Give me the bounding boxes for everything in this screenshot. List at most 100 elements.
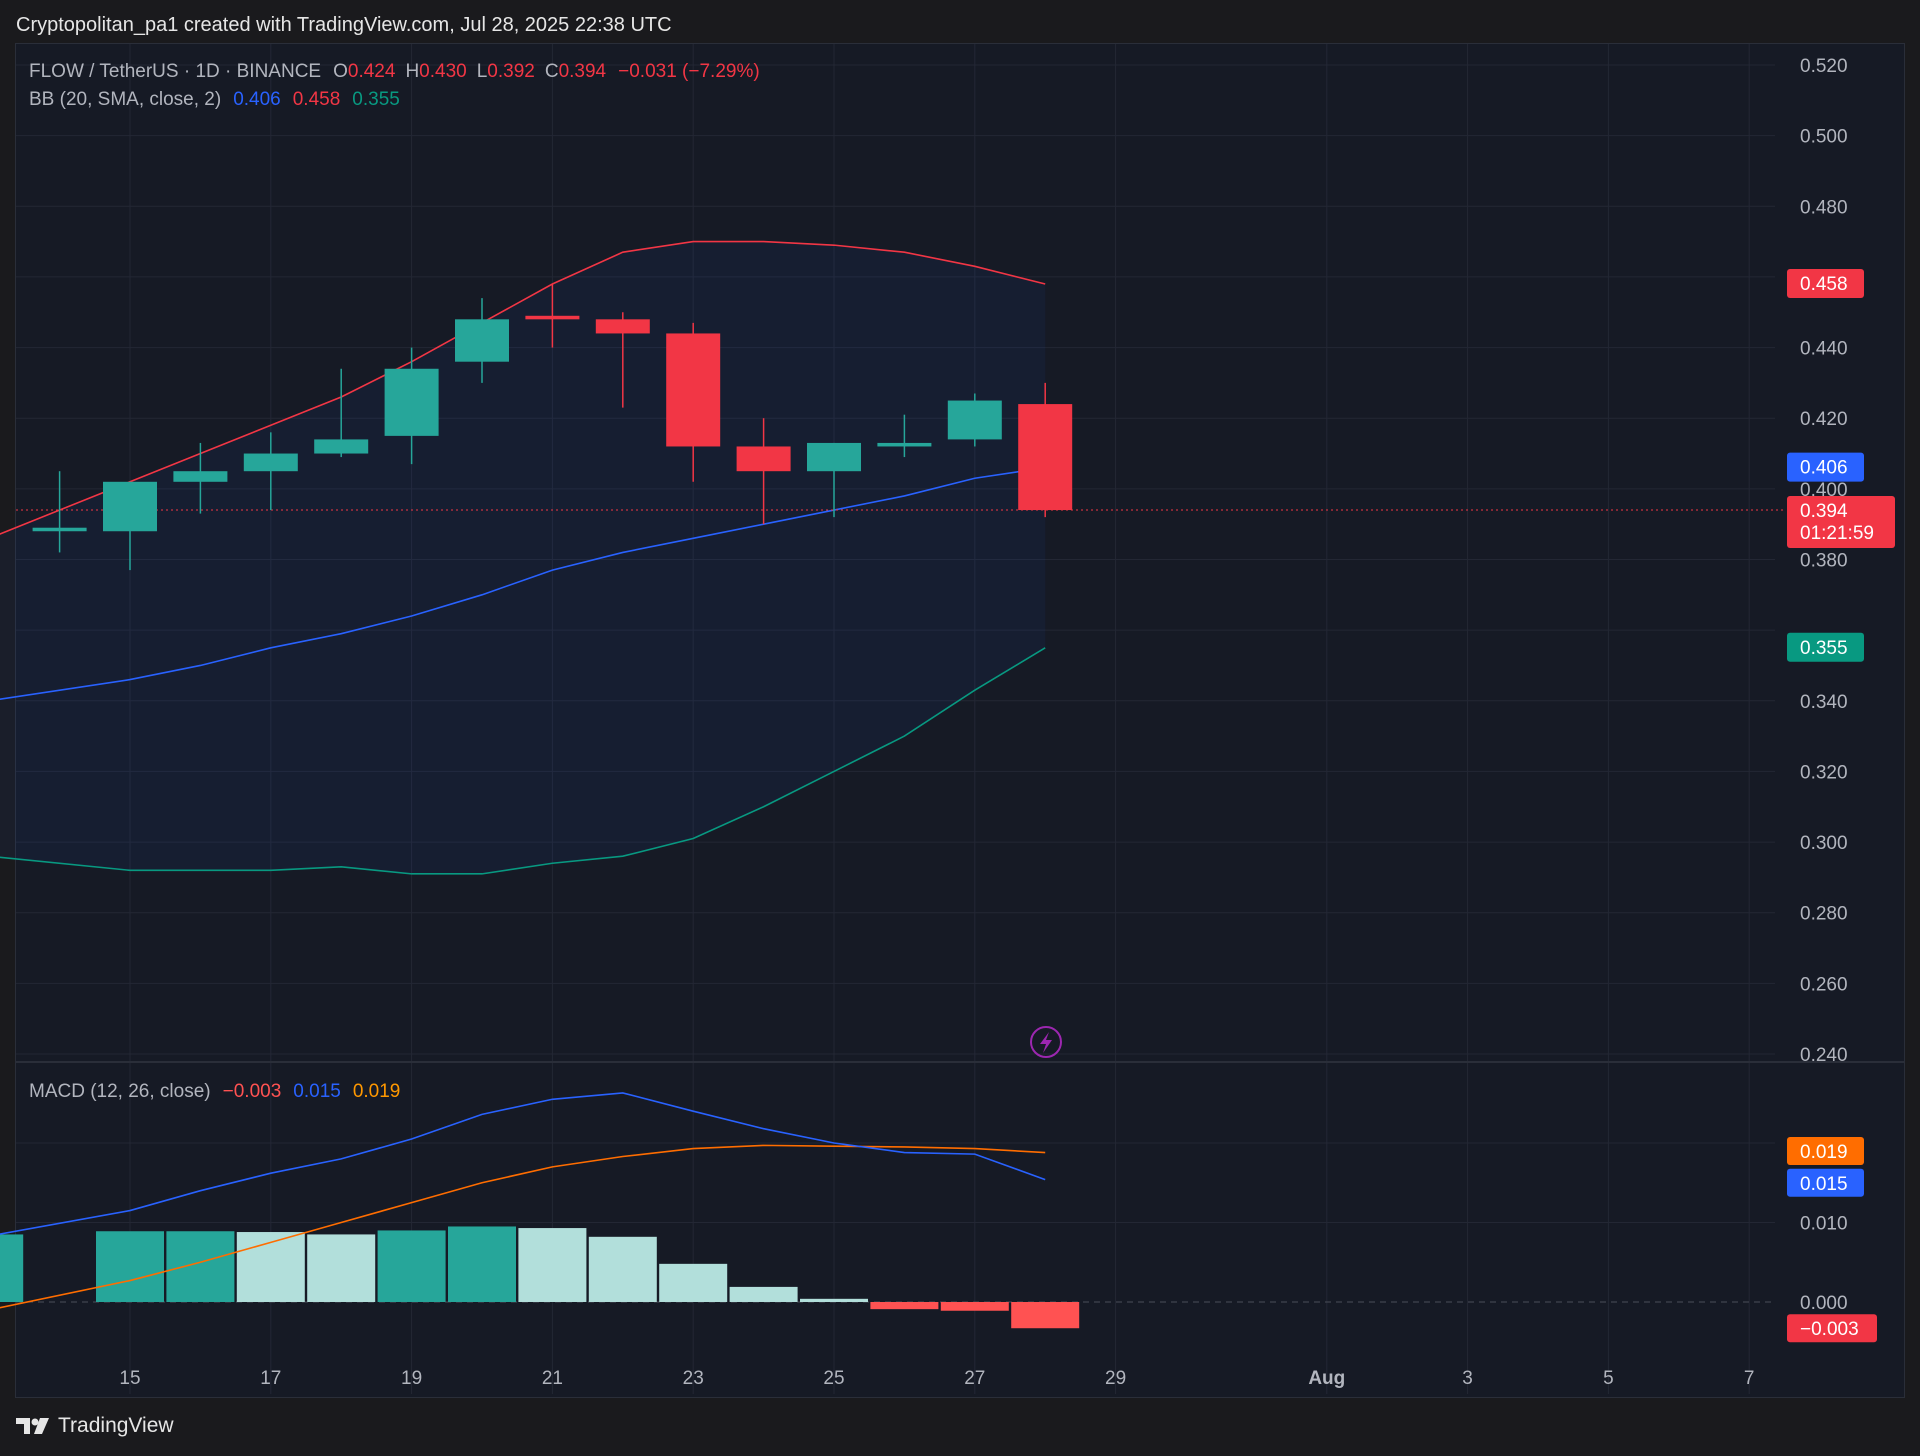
x-tick-label: 17: [260, 1368, 281, 1389]
y-tick-label: 0.380: [1800, 551, 1848, 572]
y-tick-label: 0.420: [1800, 409, 1848, 430]
bollinger-fill: [0, 241, 1046, 874]
badge-macd-line: 0.015: [1787, 1168, 1864, 1197]
badge-last-price-text: 01:21:59: [1800, 523, 1874, 544]
legend-bb-upper: 0.458: [293, 89, 341, 110]
macd-histogram-bar: [0, 1234, 24, 1302]
y-tick-label: 0.320: [1800, 762, 1848, 783]
candles: [32, 283, 1073, 571]
legend-low-value: 0.392: [487, 61, 535, 82]
y-tick-label: 0.440: [1800, 339, 1848, 360]
macd-y-tick-label: 0.000: [1800, 1293, 1848, 1314]
badge-bb-basis-text: 0.406: [1800, 458, 1848, 479]
legend-close-label: C: [545, 61, 559, 82]
candle[interactable]: [736, 418, 791, 525]
chart-frame: [15, 43, 1905, 1398]
candle-body: [736, 446, 791, 472]
candle-body: [103, 481, 157, 532]
x-tick-label: 21: [542, 1368, 563, 1389]
x-tick-label: Aug: [1308, 1368, 1345, 1389]
y-tick-label: 0.500: [1800, 127, 1848, 148]
lightning-icon[interactable]: [1030, 1026, 1062, 1058]
candle[interactable]: [1018, 382, 1073, 518]
candle[interactable]: [103, 481, 157, 571]
y-tick-label: 0.520: [1800, 56, 1848, 77]
badge-bb-lower: 0.355: [1787, 632, 1864, 662]
candle-body: [455, 319, 509, 362]
badge-bb-upper: 0.458: [1787, 268, 1864, 298]
bollinger-basis-line: [0, 466, 1046, 700]
x-tick-label: 5: [1603, 1368, 1614, 1389]
candle-body: [243, 453, 298, 472]
legend-high-label: H: [405, 61, 419, 82]
candle-body: [525, 315, 580, 320]
badge-bb-basis: 0.406: [1787, 452, 1864, 482]
candle[interactable]: [666, 322, 721, 482]
x-tick-label: 29: [1105, 1368, 1126, 1389]
candle[interactable]: [314, 368, 369, 458]
badge-macd-line-text: 0.015: [1800, 1174, 1848, 1195]
badge-macd-signal-bg: [1787, 1136, 1864, 1165]
tradingview-logo[interactable]: TradingView: [16, 1414, 174, 1438]
macd-signal-line: [0, 1144, 1046, 1309]
candle[interactable]: [173, 442, 228, 514]
grid: [16, 44, 1775, 1394]
macd-y-tick-label: 0.010: [1800, 1214, 1848, 1235]
x-tick-label: 3: [1462, 1368, 1473, 1389]
candle[interactable]: [32, 471, 87, 553]
chart-header: Cryptopolitan_pa1 created with TradingVi…: [16, 14, 672, 36]
x-tick-label: 23: [683, 1368, 704, 1389]
candle[interactable]: [877, 414, 932, 458]
candle[interactable]: [807, 442, 861, 518]
legend-bb-label: BB (20, SMA, close, 2): [29, 89, 221, 110]
legend-macd-label: MACD (12, 26, close): [29, 1081, 211, 1102]
y-tick-label: 0.300: [1800, 833, 1848, 854]
candle[interactable]: [947, 393, 1002, 447]
badge-macd-signal-text: 0.019: [1800, 1142, 1848, 1163]
badge-macd-hist-text: −0.003: [1800, 1319, 1859, 1340]
badge-macd-line-bg: [1787, 1168, 1864, 1197]
tradingview-logo-icon: [16, 1418, 49, 1434]
macd-pane: [0, 1092, 1080, 1329]
y-tick-label: 0.400: [1800, 480, 1848, 501]
x-tick-label: 15: [119, 1368, 140, 1389]
badge-macd-hist-bg: [1787, 1314, 1877, 1343]
candle[interactable]: [455, 298, 509, 383]
x-tick-label: 7: [1744, 1368, 1755, 1389]
legend-macd: MACD (12, 26, close) −0.003 0.015 0.019: [29, 1081, 400, 1102]
macd-histogram-bar: [588, 1236, 657, 1302]
macd-histogram-bar: [377, 1230, 446, 1302]
candle-body: [807, 442, 861, 472]
x-tick-label: 19: [401, 1368, 422, 1389]
candle[interactable]: [243, 432, 298, 511]
candle[interactable]: [384, 347, 439, 465]
legend-close-value: 0.394: [559, 61, 607, 82]
macd-histogram-bar: [870, 1302, 939, 1310]
macd-histogram-bar: [729, 1286, 798, 1302]
badge-bb-upper-text: 0.458: [1800, 274, 1848, 295]
badge-last-price-text: 0.394: [1800, 501, 1848, 522]
bollinger-lower-line: [0, 647, 1046, 875]
badge-macd-signal: 0.019: [1787, 1136, 1864, 1165]
candle[interactable]: [525, 283, 580, 348]
macd-histogram-bar: [236, 1232, 305, 1302]
legend-change: −0.031 (−7.29%): [618, 61, 760, 82]
x-tick-label: 25: [823, 1368, 844, 1389]
candle[interactable]: [595, 312, 650, 408]
y-tick-label: 0.240: [1800, 1045, 1848, 1066]
macd-histogram-bar: [518, 1228, 587, 1302]
legend-price: FLOW / TetherUS · 1D · BINANCE O0.424 H0.4…: [29, 61, 760, 110]
legend-open-label: O: [333, 61, 348, 82]
macd-histogram-bar: [96, 1231, 164, 1302]
y-tick-label: 0.280: [1800, 904, 1848, 925]
axis-labels: 0.520 0.500 0.480 0.440 0.420 0.400 0.380 0.340…: [119, 56, 1847, 1389]
legend-macd-signal: 0.019: [353, 1081, 401, 1102]
macd-histogram-bar: [307, 1234, 376, 1302]
macd-histogram-bar: [659, 1263, 728, 1302]
candle-body: [1018, 404, 1073, 511]
